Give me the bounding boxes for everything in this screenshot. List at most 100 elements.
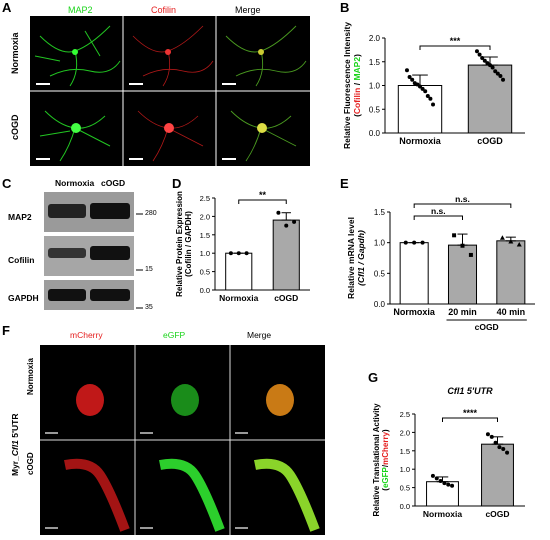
c-col-normoxia: Normoxia (55, 178, 95, 188)
data-point (276, 210, 281, 215)
c-marker-35: 35 (145, 304, 153, 311)
x-tick-label: 40 min (497, 307, 526, 317)
data-point (501, 446, 506, 451)
y-axis-label-line1: Relative Translational Activity (372, 403, 381, 517)
data-point (428, 96, 433, 101)
chart-b: 0.0 0.5 1.0 1.5 2.0 Normoxia cOGD *** Relative F… (342, 22, 525, 149)
data-point (468, 252, 473, 257)
f-construct-label: Myr_Cfl1 5'UTR (10, 414, 20, 477)
panel-e-label: E (340, 176, 349, 191)
f-construct-suffix: 5'UTR (10, 413, 20, 441)
a-col-merge: Merge (235, 5, 261, 15)
x-tick-label: cOGD (485, 509, 509, 519)
f-construct-gene: Cfl1 (10, 440, 20, 457)
y-tick-label: 0.5 (400, 484, 410, 493)
panel-c-label: C (2, 176, 12, 191)
y-tick-label: 1.5 (200, 231, 210, 240)
a-row-cogd: cOGD (10, 114, 20, 140)
y-tick-label: 2.0 (400, 428, 410, 437)
data-point (485, 432, 490, 437)
data-point (460, 243, 465, 248)
bar (496, 240, 526, 305)
y-axis-label-part: ) (352, 54, 362, 57)
data-point (438, 478, 443, 483)
c-band-map2-label: MAP2 (8, 212, 32, 222)
data-point (244, 251, 249, 256)
y-tick-label: 0.5 (200, 268, 210, 277)
data-point (495, 71, 500, 76)
bar (397, 85, 443, 134)
y-axis-label-line1: Relative mRNA level (346, 217, 356, 299)
y-axis-label-line2: (Cfl1 / Gapdh) (356, 230, 366, 286)
c-marker-15: 15 (145, 266, 153, 273)
y-tick-label: 2.0 (200, 212, 210, 221)
bar (272, 219, 300, 291)
y-tick-label: 0.5 (369, 105, 381, 114)
y-axis-label-part: / (352, 81, 362, 88)
y-tick-label: 1.0 (200, 249, 210, 258)
y-axis-label-line1: Relative Protein Expression (175, 191, 184, 297)
y-tick-label: 2.0 (369, 34, 381, 43)
panel-f-label: F (2, 323, 10, 338)
y-tick-label: 1.0 (400, 465, 410, 474)
significance-bracket (442, 417, 498, 422)
data-point (452, 233, 457, 238)
y-tick-label: 2.5 (200, 194, 210, 203)
significance-bracket (419, 45, 491, 50)
data-point (489, 434, 494, 439)
data-point (420, 86, 425, 91)
data-point (410, 77, 415, 82)
y-tick-label: 0.0 (400, 502, 410, 511)
y-axis-label-part: / (381, 464, 390, 467)
data-point (480, 55, 485, 60)
a-row-normoxia: Normoxia (10, 32, 20, 74)
comparison-bracket (413, 203, 512, 208)
x-tick-label: cOGD (477, 136, 503, 146)
significance-label: ** (259, 190, 267, 200)
a-col-map2: MAP2 (68, 5, 93, 15)
y-axis-label-line2: (eGFP/mCherry) (381, 429, 390, 491)
comparison-label: n.s. (455, 194, 470, 204)
x-tick-label: Normoxia (423, 509, 462, 519)
y-axis-label: Relative mRNA level(Cfl1 / Gapdh) (346, 217, 366, 299)
panel-b-label: B (340, 0, 350, 15)
data-point (490, 65, 495, 70)
y-tick-label: 0.5 (374, 269, 386, 278)
chart-d: 0.0 0.5 1.0 1.5 2.0 2.5 Normoxia cOGD ** Relative… (175, 190, 310, 303)
chart-title: Cfl1 5'UTR (447, 386, 493, 396)
y-tick-label: 1.5 (400, 447, 410, 456)
f-row-normoxia: Normoxia (26, 358, 35, 395)
y-axis-label: Relative Translational Activity(eGFP/mCh… (372, 403, 390, 517)
data-point (423, 89, 428, 94)
y-tick-label: 1.5 (369, 58, 381, 67)
panel-f-micrographs (40, 345, 325, 535)
c-band-cofilin-label: Cofilin (8, 255, 35, 265)
data-point (482, 58, 487, 63)
panel-a-image-grid (30, 16, 310, 166)
data-point (431, 102, 436, 107)
significance-bracket (238, 199, 287, 204)
data-point (477, 52, 482, 57)
chart-e: 0.0 0.5 1.0 1.5 Normoxia 20 min 40 min n.s. n.s.… (346, 194, 535, 332)
data-point (228, 251, 233, 256)
data-point (497, 445, 502, 450)
y-axis-label: Relative Fluorescence Intensity(Cofilin … (342, 22, 362, 149)
data-point (501, 77, 506, 82)
bar (399, 242, 429, 305)
data-point (446, 482, 451, 487)
data-point (499, 235, 505, 240)
y-axis-label-part: mCherry (381, 431, 390, 464)
f-construct-prefix: Myr_ (10, 456, 20, 476)
y-axis-label-part: Cofilin (352, 88, 362, 114)
x-tick-label: Normoxia (219, 293, 258, 303)
y-tick-label: 1.0 (374, 239, 386, 248)
y-axis-label-part: ( (381, 488, 390, 491)
x-tick-label: 20 min (448, 307, 477, 317)
data-point (493, 69, 498, 74)
y-axis-label-part: ) (381, 429, 390, 432)
y-axis-label-line1: Relative Fluorescence Intensity (342, 22, 352, 149)
f-row-cogd: cOGD (26, 452, 35, 475)
y-axis-label-part: eGFP (381, 466, 390, 488)
f-col-merge: Merge (247, 330, 272, 340)
data-point (505, 450, 510, 455)
